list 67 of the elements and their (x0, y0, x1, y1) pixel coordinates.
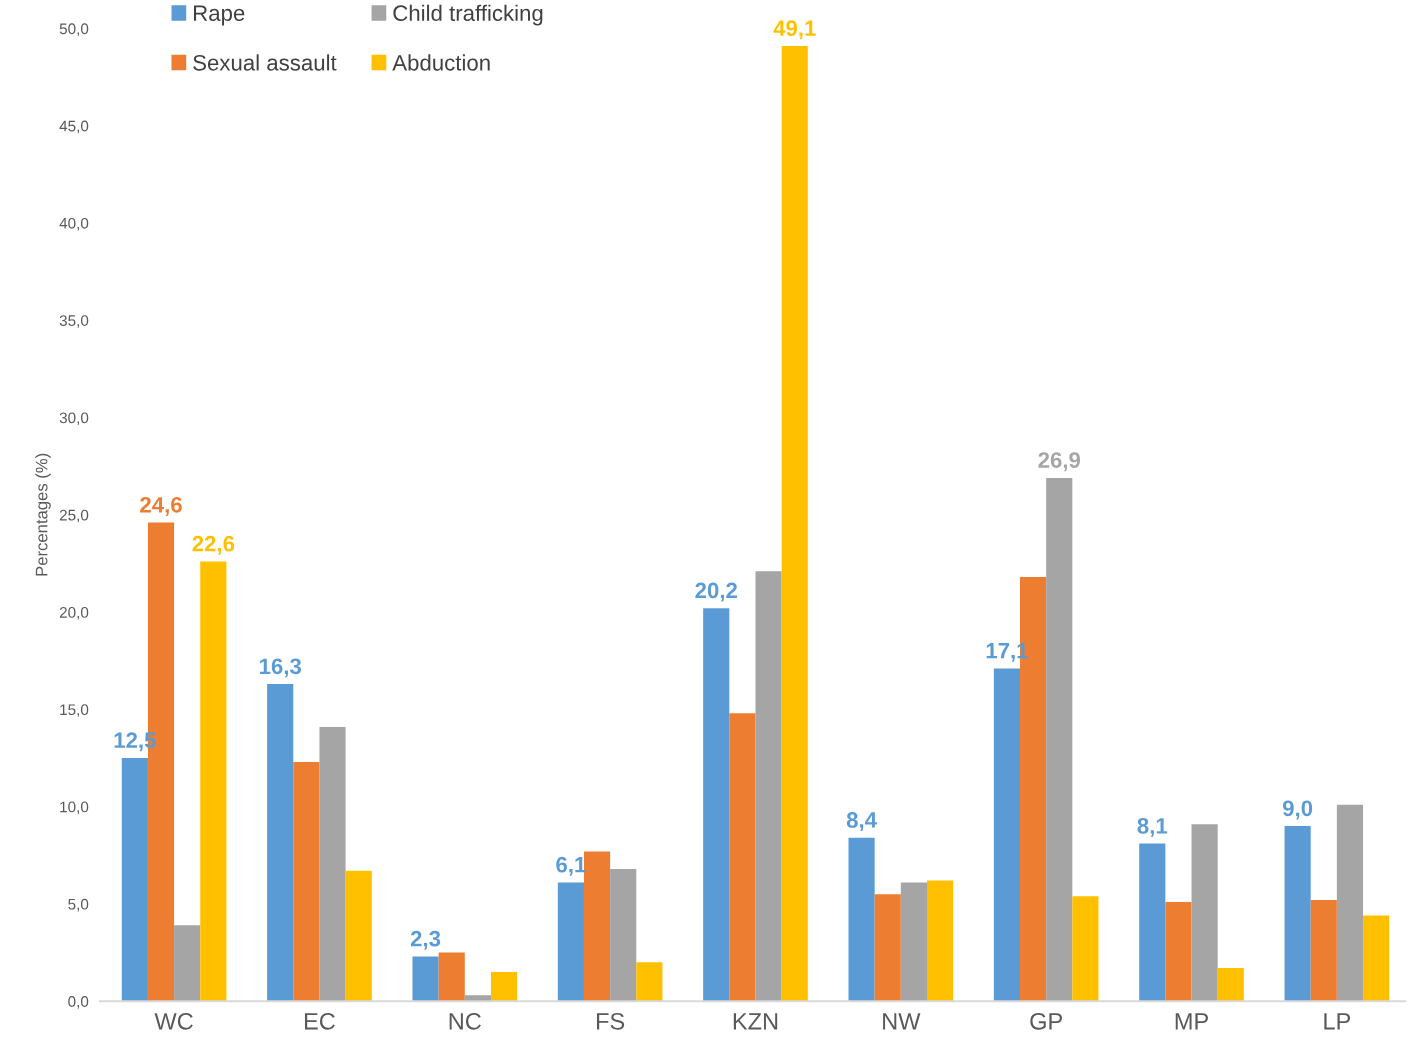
y-tick-label: 10,0 (60, 801, 89, 815)
bar (1217, 968, 1244, 1002)
bar (319, 726, 346, 1002)
bar (293, 761, 320, 1002)
bar (490, 972, 518, 1002)
x-tick-label: GP (1030, 1012, 1062, 1030)
legend-label: Rape (194, 5, 245, 26)
bar (993, 668, 1021, 1002)
x-tick-label: LP (1324, 1013, 1351, 1030)
x-tick-label: KZN (733, 1013, 778, 1030)
legend-label: Abduction (392, 54, 490, 71)
bar (755, 571, 782, 1002)
bar (412, 956, 439, 1002)
y-tick-label: 50,0 (59, 23, 89, 36)
bar (267, 684, 294, 1002)
bar (610, 868, 637, 1002)
x-tick-label: MP (1175, 1013, 1208, 1030)
y-tick-label: 45,0 (59, 120, 89, 134)
bar (1072, 896, 1099, 1002)
y-tick-label: 30,0 (59, 412, 89, 426)
bar (900, 882, 927, 1002)
y-tick-label: 20,0 (59, 606, 89, 620)
data-label: 20,2 (695, 582, 737, 602)
bar (848, 837, 875, 1002)
bar (703, 608, 730, 1002)
data-label: 49,1 (773, 20, 816, 40)
x-tick-label: WC (154, 1012, 193, 1030)
x-tick-label: NC (449, 1012, 481, 1030)
bar (1165, 901, 1192, 1002)
x-tick-label: NW (883, 1013, 921, 1030)
bar (438, 952, 465, 1002)
bar (1310, 900, 1337, 1002)
bar (636, 962, 663, 1002)
y-tick-label: 40,0 (59, 217, 89, 231)
bar (1363, 915, 1390, 1002)
data-label: 24,6 (140, 496, 182, 516)
bar (1191, 824, 1218, 1002)
bar (1046, 477, 1073, 1002)
data-label: 9,0 (1282, 800, 1313, 820)
bar (1336, 804, 1364, 1002)
x-tick-label: EC (304, 1012, 335, 1030)
y-tick-label: 25,0 (59, 509, 89, 523)
bar (1284, 826, 1311, 1002)
bar (200, 561, 227, 1002)
data-label: 8,4 (846, 812, 877, 832)
bar (781, 45, 808, 1002)
bar (345, 870, 372, 1002)
y-tick-label: 35,0 (59, 315, 89, 328)
data-label: 26,9 (1038, 452, 1081, 472)
y-tick-label: 0,0 (68, 996, 89, 1009)
bar (729, 713, 756, 1002)
bar (926, 880, 954, 1002)
bar (1139, 843, 1166, 1002)
y-tick-label: 15,0 (60, 704, 89, 717)
data-label: 2,3 (410, 930, 441, 950)
x-tick-label: FS (596, 1012, 625, 1030)
legend-label: Sexual assault (193, 54, 337, 71)
bar (557, 882, 584, 1002)
bar (874, 894, 901, 1002)
y-tick-label: 5,0 (68, 898, 89, 912)
bar (121, 758, 148, 1002)
data-label: 22,6 (192, 535, 235, 555)
data-label: 16,3 (259, 658, 302, 678)
data-label: 8,1 (1137, 817, 1168, 837)
bar (174, 925, 201, 1002)
legend-label: Child trafficking (393, 4, 543, 26)
y-axis-title: Percentages (%) (35, 453, 51, 576)
